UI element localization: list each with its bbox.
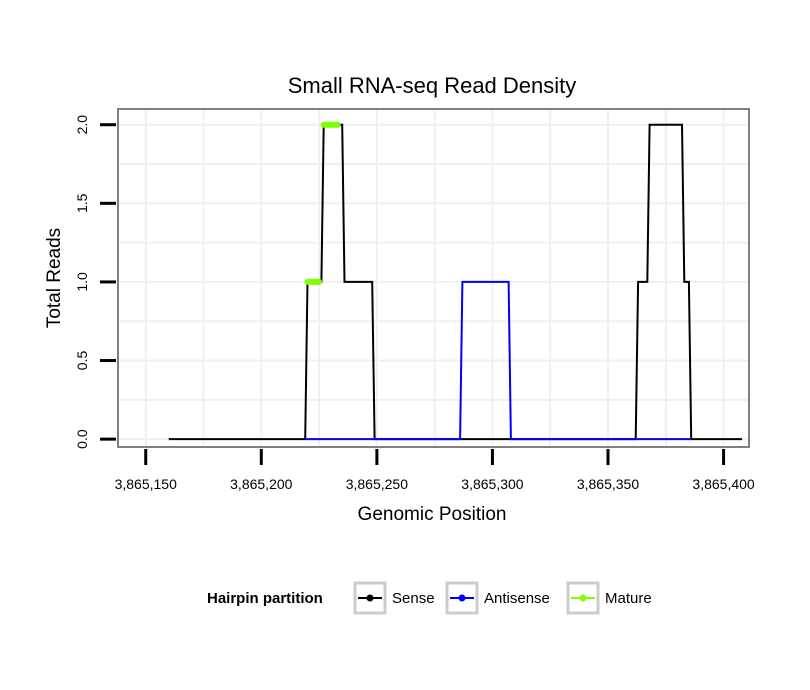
legend-key-point xyxy=(366,594,374,602)
series-antisense-line xyxy=(305,280,692,441)
panel-border xyxy=(117,108,750,448)
legend-item-antisense: Antisense xyxy=(445,581,550,615)
legend-label-sense: Sense xyxy=(392,590,435,607)
legend-label-antisense: Antisense xyxy=(484,590,550,607)
y-tick-label: 0.0 xyxy=(74,429,90,449)
y-tick-label: 2.0 xyxy=(74,115,90,135)
legend-item-mature: Mature xyxy=(566,581,652,615)
legend: Hairpin partition Sense Antisense Mature xyxy=(207,581,652,615)
chart-title: Small RNA-seq Read Density xyxy=(288,73,577,98)
y-tick-label: 1.5 xyxy=(74,193,90,213)
y-tick-label: 0.5 xyxy=(74,351,90,371)
x-tick-label: 3,865,400 xyxy=(692,476,754,492)
series-layer xyxy=(168,121,743,441)
legend-key-point xyxy=(579,594,587,602)
x-axis-title: Genomic Position xyxy=(358,504,507,525)
y-axis-title: Total Reads xyxy=(44,228,65,328)
legend-items: Sense Antisense Mature xyxy=(353,581,652,615)
legend-item-sense: Sense xyxy=(353,581,435,615)
y-tick-label: 1.0 xyxy=(74,272,90,292)
x-tick-label: 3,865,250 xyxy=(346,476,408,492)
legend-label-mature: Mature xyxy=(605,590,652,607)
grid xyxy=(118,109,749,447)
x-tick-label: 3,865,350 xyxy=(577,476,639,492)
legend-key-point xyxy=(458,594,466,602)
x-tick-label: 3,865,150 xyxy=(115,476,177,492)
x-tick-label: 3,865,200 xyxy=(230,476,292,492)
x-tick-label: 3,865,300 xyxy=(461,476,523,492)
y-axis: 0.0 0.5 1.0 1.5 2.0 xyxy=(74,115,116,449)
x-axis: 3,865,150 3,865,200 3,865,250 3,865,300 3,86… xyxy=(115,449,755,492)
legend-title: Hairpin partition xyxy=(207,590,323,607)
